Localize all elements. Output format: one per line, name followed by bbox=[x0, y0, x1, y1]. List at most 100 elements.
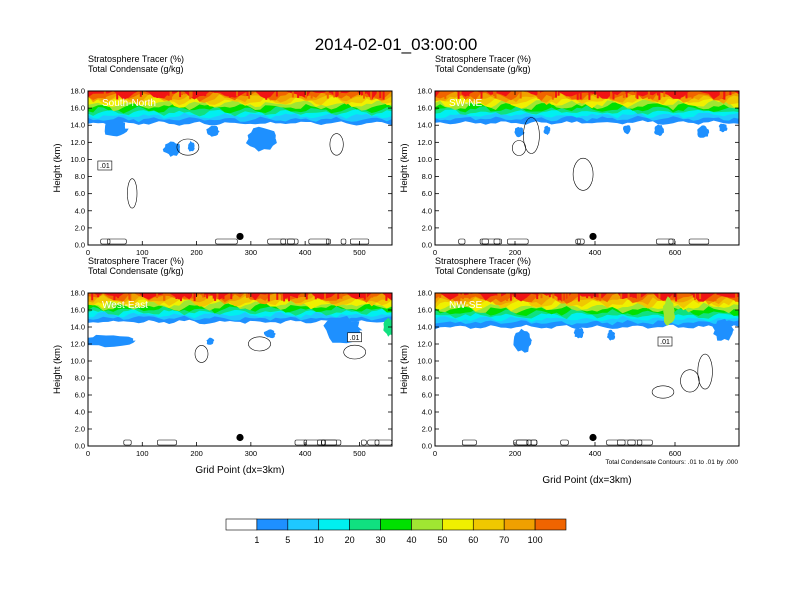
tracer-streak bbox=[721, 91, 724, 99]
tracer-streak bbox=[206, 293, 209, 299]
tracer-streak bbox=[561, 293, 564, 302]
y-tick-label: 8.0 bbox=[75, 172, 85, 181]
condensate-contour bbox=[627, 439, 643, 446]
tracer-streak bbox=[202, 293, 205, 298]
tracer-level-11 bbox=[88, 91, 392, 100]
tracer-streak bbox=[246, 91, 249, 96]
x-tick-label: 600 bbox=[669, 248, 682, 257]
y-axis-label: Height (km) bbox=[52, 345, 63, 394]
tracer-streak bbox=[692, 293, 695, 298]
colorbar-box bbox=[287, 518, 320, 531]
tracer-streak bbox=[555, 91, 557, 98]
condensate-contour bbox=[481, 238, 501, 245]
field-label-condensate: Total Condensate (g/kg) bbox=[435, 266, 531, 276]
colorbar-tick-label: 50 bbox=[437, 535, 447, 545]
condensate-contour bbox=[680, 369, 700, 393]
tracer-streak bbox=[567, 293, 570, 301]
y-tick-label: 14.0 bbox=[70, 323, 85, 332]
condensate-contour bbox=[458, 238, 466, 245]
tracer-streak bbox=[139, 91, 142, 97]
condensate-contour bbox=[107, 238, 127, 245]
tracer-streak bbox=[121, 91, 124, 96]
condensate-contour bbox=[100, 238, 111, 245]
colorbar-box bbox=[411, 518, 443, 531]
tracer-streak bbox=[180, 293, 182, 302]
colorbar-box bbox=[534, 518, 567, 531]
colorbar-box bbox=[225, 518, 258, 531]
colorbar-box bbox=[318, 518, 350, 531]
colorbar-tick-label: 10 bbox=[314, 535, 324, 545]
x-tick-label: 0 bbox=[433, 449, 437, 458]
tracer-streak bbox=[116, 91, 119, 100]
condensate-contour bbox=[606, 439, 626, 446]
tracer-streak bbox=[457, 91, 460, 99]
field-label-tracer: Stratosphere Tracer (%) bbox=[435, 256, 531, 266]
tracer-streak bbox=[663, 91, 666, 98]
panel-inset-title: West-East bbox=[102, 300, 148, 311]
tracer-streak bbox=[494, 91, 497, 99]
y-tick-label: 10.0 bbox=[417, 357, 432, 366]
panel-top-left: Stratosphere Tracer (%)Total Condensate … bbox=[52, 54, 393, 257]
tracer-streak bbox=[590, 293, 593, 299]
tracer-blob bbox=[514, 126, 525, 138]
field-label-condensate: Total Condensate (g/kg) bbox=[88, 64, 184, 74]
plot-frame bbox=[87, 90, 393, 246]
tracer-streak bbox=[314, 293, 317, 300]
y-tick-label: 18.0 bbox=[417, 289, 432, 298]
y-tick-label: 2.0 bbox=[422, 425, 432, 434]
tracer-streak bbox=[265, 91, 268, 100]
tracer-streak bbox=[305, 91, 307, 99]
tracer-streak bbox=[157, 91, 160, 96]
panel-inset-title: NW-SE bbox=[449, 300, 482, 311]
tracer-streak bbox=[376, 91, 379, 98]
tracer-streak bbox=[385, 293, 388, 301]
tracer-streak bbox=[557, 91, 560, 96]
tracer-streak bbox=[179, 91, 182, 98]
tracer-streak bbox=[324, 293, 326, 300]
condensate-contour bbox=[343, 344, 367, 360]
colorbar-tick-label: 20 bbox=[345, 535, 355, 545]
tracer-level-10 bbox=[435, 91, 739, 101]
x-tick-label: 0 bbox=[433, 248, 437, 257]
contour-label: .01 bbox=[100, 163, 110, 170]
tracer-streak bbox=[735, 293, 738, 302]
tracer-streak bbox=[586, 293, 589, 299]
tracer-streak bbox=[390, 293, 392, 297]
tracer-streak bbox=[129, 293, 132, 301]
tracer-streak bbox=[493, 91, 496, 96]
tracer-streak bbox=[175, 293, 178, 299]
y-tick-label: 6.0 bbox=[422, 189, 432, 198]
tracer-streak bbox=[729, 91, 732, 96]
x-tick-label: 400 bbox=[589, 248, 602, 257]
tracer-streak bbox=[636, 293, 639, 302]
x-axis-label-left: Grid Point (dx=3km) bbox=[195, 465, 284, 476]
tracer-streak bbox=[622, 91, 625, 99]
tracer-streak bbox=[480, 91, 483, 99]
tracer-streak bbox=[598, 293, 601, 299]
tracer-streak bbox=[371, 293, 374, 298]
tracer-streak bbox=[236, 91, 238, 97]
tracer-streak bbox=[588, 91, 591, 100]
tracer-blob bbox=[623, 125, 631, 135]
y-axis-label: Height (km) bbox=[399, 143, 410, 192]
location-marker bbox=[589, 232, 597, 241]
tracer-streak bbox=[625, 91, 628, 98]
y-tick-label: 0.0 bbox=[422, 442, 432, 451]
condensate-contour bbox=[267, 238, 287, 245]
y-tick-label: 8.0 bbox=[422, 374, 432, 383]
tracer-streak bbox=[627, 293, 630, 300]
tracer-streak bbox=[458, 293, 461, 302]
condensate-contour bbox=[194, 345, 209, 363]
x-tick-label: 100 bbox=[136, 449, 149, 458]
y-tick-label: 16.0 bbox=[70, 104, 85, 113]
tracer-streak bbox=[499, 293, 502, 298]
tracer-streak bbox=[212, 293, 215, 299]
contour-label: .01 bbox=[660, 339, 670, 346]
tracer-streak bbox=[521, 293, 523, 299]
tracer-streak bbox=[444, 91, 447, 99]
tracer-streak bbox=[163, 293, 166, 301]
colorbar-box bbox=[503, 518, 536, 531]
x-tick-label: 300 bbox=[245, 449, 258, 458]
y-tick-label: 4.0 bbox=[75, 206, 85, 215]
plot-area: SW-NE bbox=[435, 91, 739, 245]
